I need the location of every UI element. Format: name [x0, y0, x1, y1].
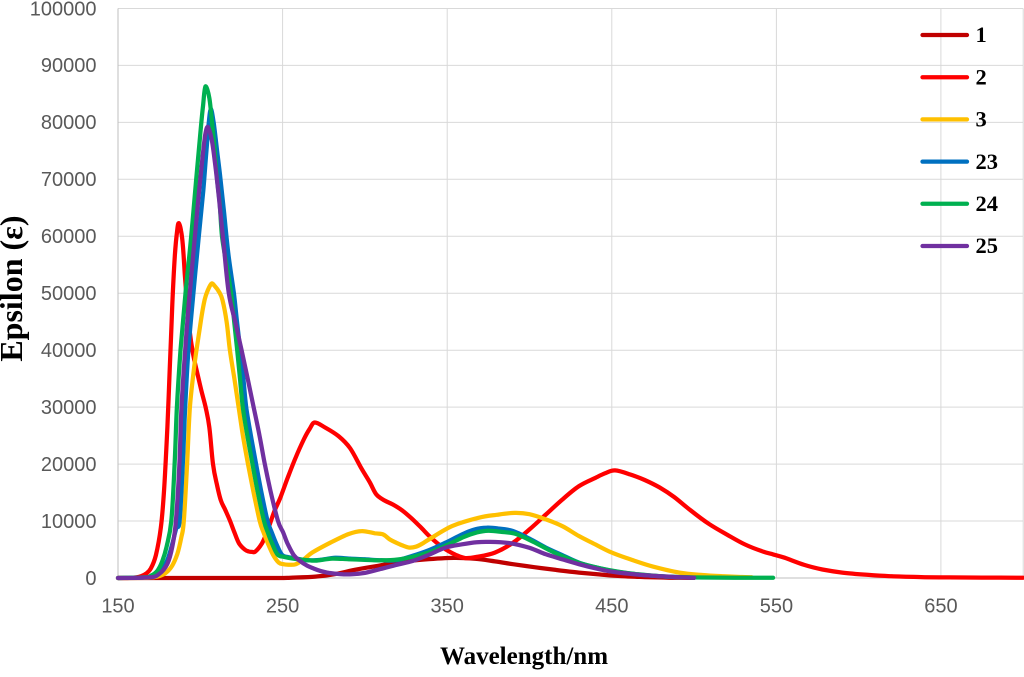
svg-text:23: 23	[976, 149, 999, 174]
svg-text:350: 350	[431, 595, 464, 617]
svg-text:1: 1	[976, 22, 987, 47]
svg-text:250: 250	[266, 595, 299, 617]
svg-text:650: 650	[924, 595, 957, 617]
svg-text:20000: 20000	[41, 454, 97, 476]
svg-text:100000: 100000	[30, 0, 97, 20]
svg-text:60000: 60000	[41, 226, 97, 248]
svg-text:40000: 40000	[41, 340, 97, 362]
svg-text:550: 550	[760, 595, 793, 617]
svg-text:Epsilon (ε): Epsilon (ε)	[0, 216, 29, 362]
svg-text:30000: 30000	[41, 397, 97, 419]
svg-text:80000: 80000	[41, 112, 97, 134]
svg-text:70000: 70000	[41, 169, 97, 191]
svg-text:24: 24	[976, 191, 999, 216]
svg-text:2: 2	[976, 64, 987, 89]
svg-text:50000: 50000	[41, 283, 97, 305]
svg-text:0: 0	[85, 568, 96, 590]
svg-text:Wavelength/nm: Wavelength/nm	[440, 643, 608, 670]
svg-text:450: 450	[595, 595, 628, 617]
svg-text:25: 25	[976, 233, 999, 258]
svg-text:3: 3	[976, 107, 987, 132]
svg-text:150: 150	[101, 595, 134, 617]
svg-text:10000: 10000	[41, 511, 97, 533]
svg-text:90000: 90000	[41, 55, 97, 77]
